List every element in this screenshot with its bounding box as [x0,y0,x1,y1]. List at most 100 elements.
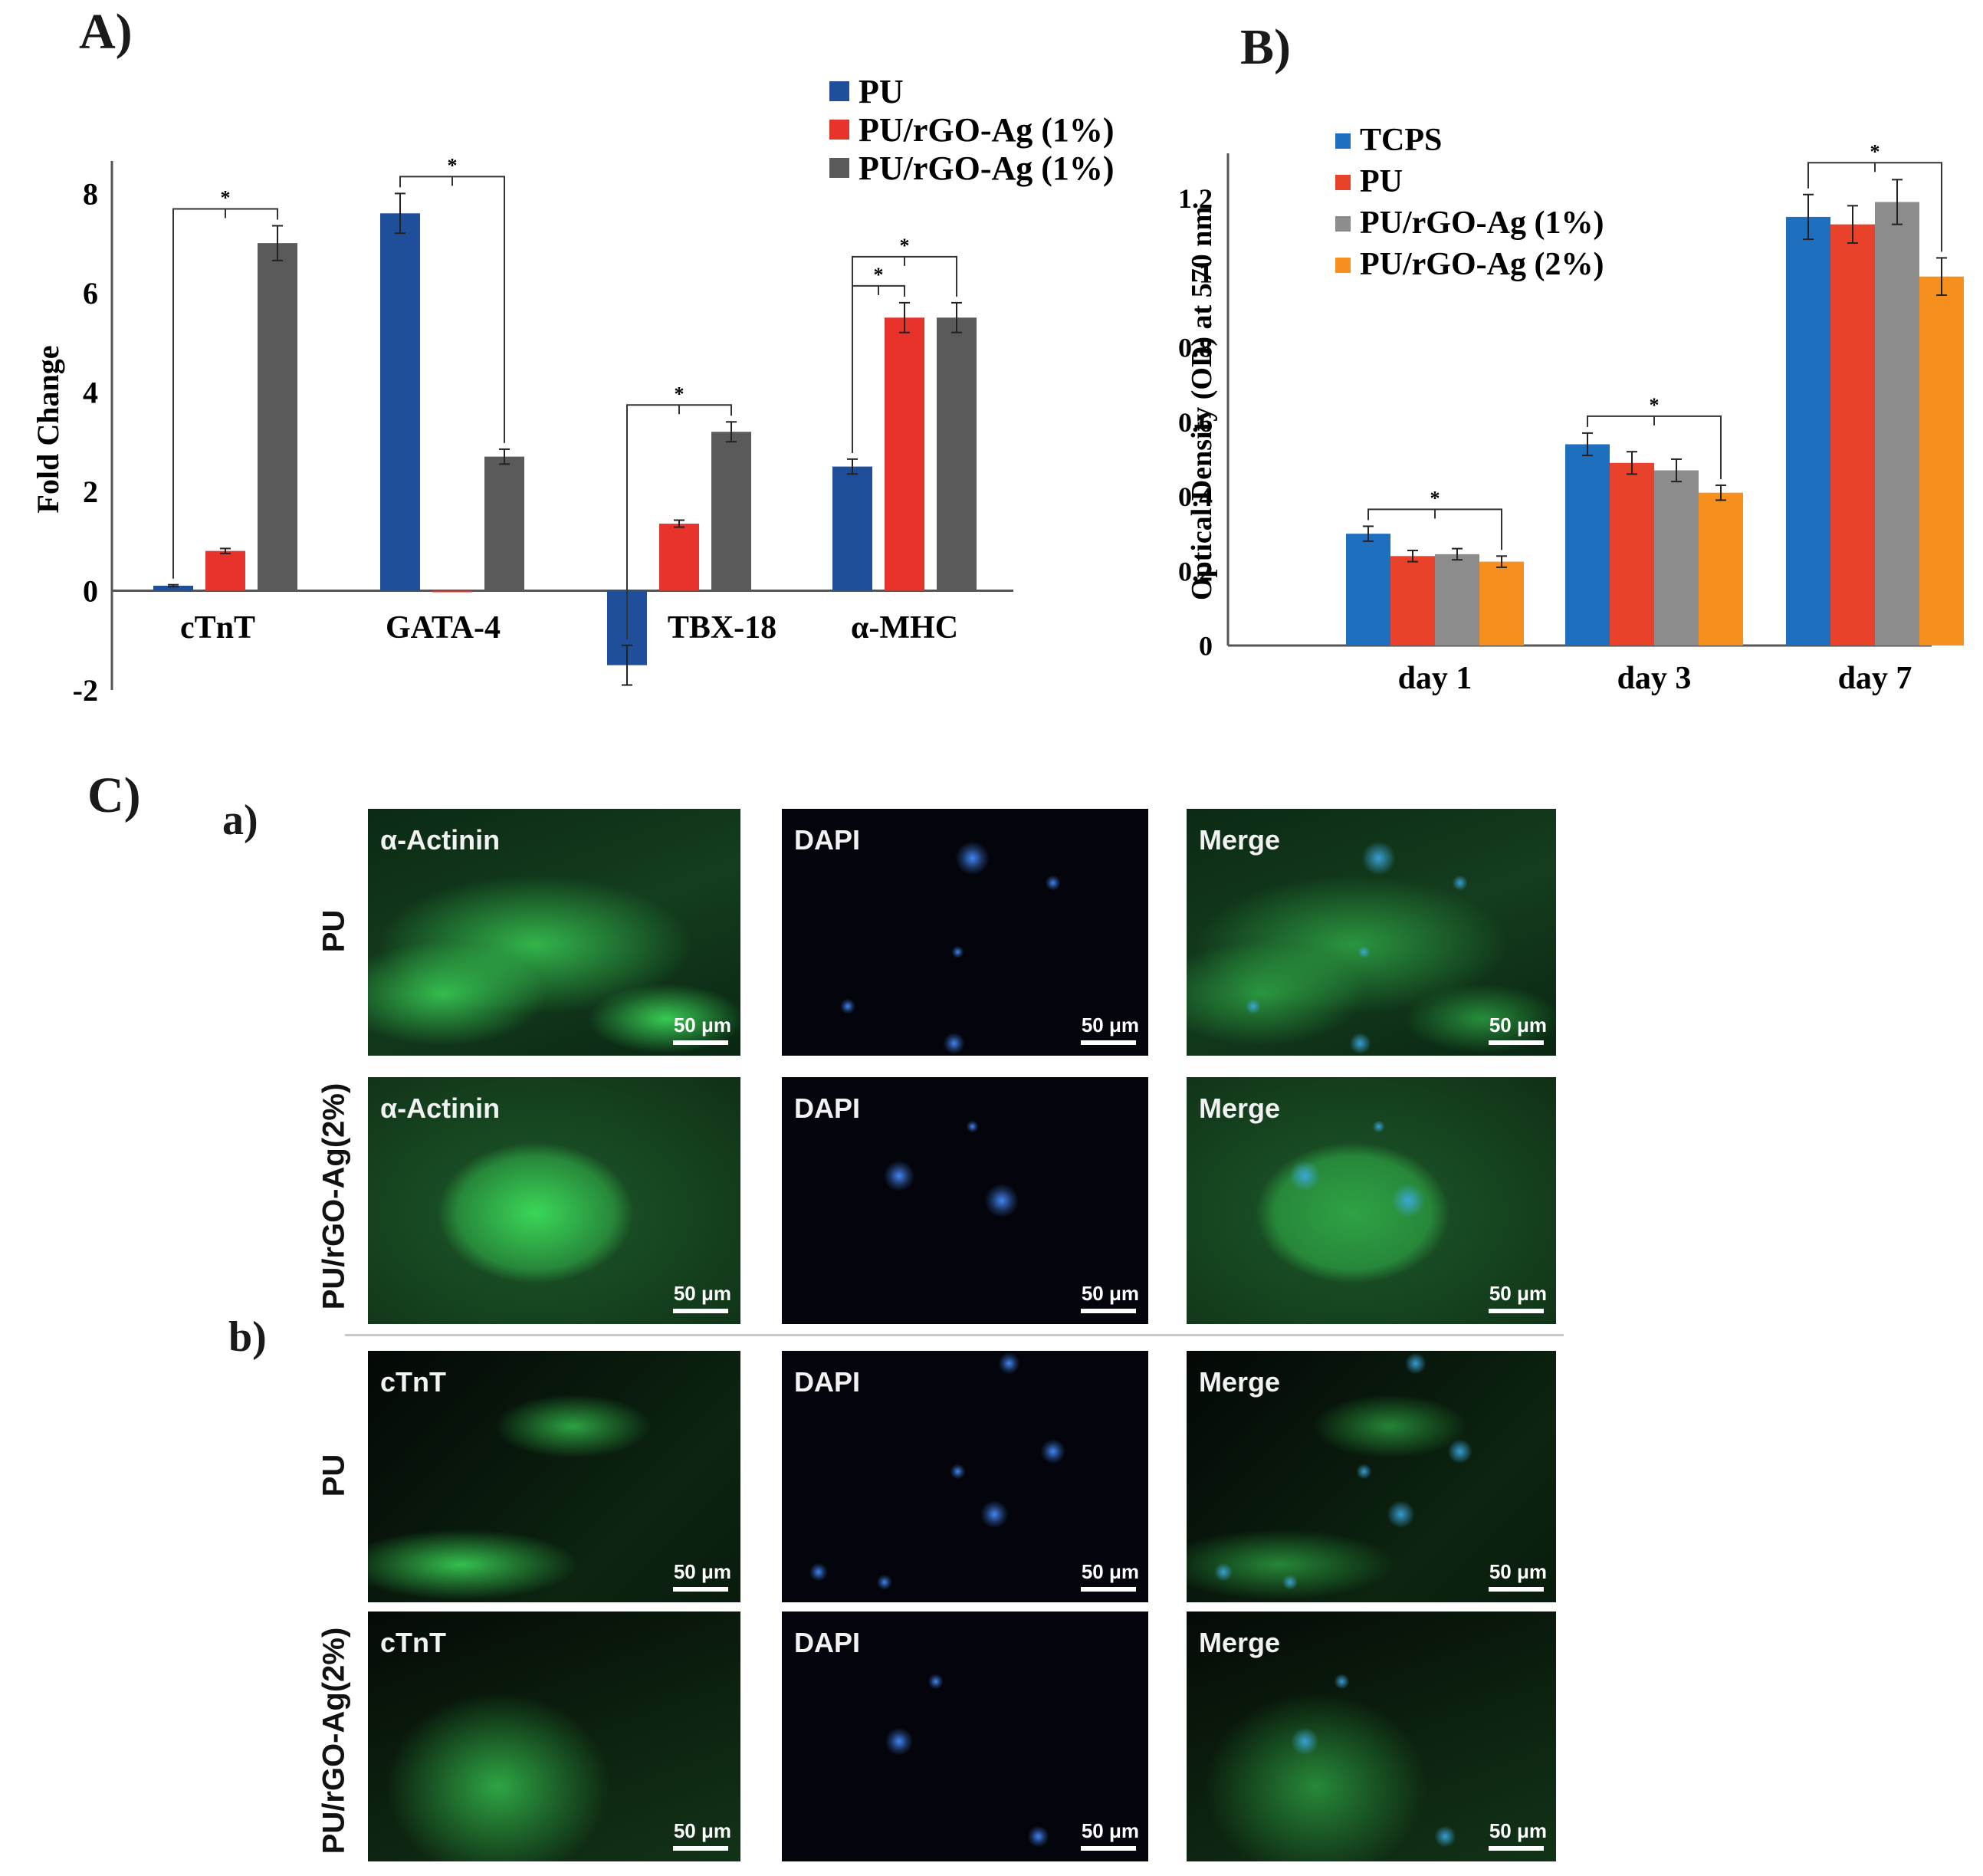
significance-star: * [1650,394,1660,416]
y-tick-label: 6 [83,276,98,310]
scale-bar-label: 50 μm [1081,1282,1139,1305]
y-tick-label: 4 [83,375,98,409]
micrograph-channel-label: Merge [1199,1092,1281,1124]
scale-bar [673,1846,728,1851]
bar [1654,470,1699,646]
legend-swatch [1335,216,1351,232]
micrograph-dapi: DAPI 50 μm [782,1351,1148,1602]
legend-label: TCPS [1360,123,1442,158]
micrograph-ctnt: cTnT 50 μm [368,1612,740,1861]
bar [153,586,193,591]
micrograph-row-label: PU [317,909,351,953]
significance-star: * [1430,487,1440,509]
legend-label: PU [859,73,904,110]
legend-label: PU/rGO-Ag (2%) [1360,247,1604,282]
legend-swatch [829,81,849,101]
bar [1610,462,1654,646]
micrograph-channel-label: Merge [1199,824,1281,856]
y-tick-label: 1.2 [1178,183,1213,214]
legend-swatch [1335,133,1351,149]
micrograph-dapi: DAPI 50 μm [782,1612,1148,1861]
sub-letter-b: b) [228,1313,267,1361]
section-divider [345,1334,1564,1336]
category-label: α-MHC [851,610,958,646]
legend-swatch [829,158,849,178]
scale-bar [673,1040,728,1045]
micrograph-channel-label: α-Actinin [380,1092,501,1124]
significance-star: * [874,264,884,286]
category-label: day 7 [1838,661,1912,696]
legend-label: PU [1360,164,1403,199]
bar [1786,216,1830,646]
scale-bar-label: 50 μm [1489,1282,1547,1305]
y-tick-label: 0 [83,573,98,608]
micrograph-row-label: PU [317,1454,351,1497]
micrograph-dapi: DAPI 50 μm [782,1077,1148,1324]
category-label: day 1 [1398,661,1472,696]
legend-label: PU/rGO-Ag (1%) [859,149,1115,187]
bar [659,524,699,591]
micrograph-channel-label: DAPI [794,1092,861,1124]
bar [937,317,977,591]
bar [885,317,924,591]
legend-label: PU/rGO-Ag (1%) [1360,205,1604,241]
y-tick-label: 8 [83,176,98,211]
y-tick-label: 0.4 [1178,481,1213,512]
y-tick-label: -2 [73,673,98,708]
micrograph-channel-label: DAPI [794,1627,861,1658]
y-axis-label: Fold Change [31,346,65,514]
category-label: cTnT [180,610,255,646]
chart-b-optical-density: Optical Density (OD) at 570 nm1.2 1 0.8 0.6… [1178,123,1964,696]
category-label: day 3 [1617,661,1692,696]
scale-bar [1081,1040,1136,1045]
bar [205,550,245,591]
scale-bar [1081,1587,1136,1592]
y-tick-label: 0.6 [1178,407,1213,438]
bar [1479,561,1524,646]
scale-bar [673,1309,728,1313]
micrograph-row-label: PU/rGO-Ag(2%) [317,1083,351,1310]
significance-star: * [1870,140,1880,163]
micrograph--actinin: α-Actinin 50 μm [368,1077,740,1324]
scale-bar [1489,1040,1544,1045]
micrograph-channel-label: DAPI [794,824,861,856]
bar [832,466,872,591]
scale-bar-label: 50 μm [1081,1819,1139,1842]
scale-bar [1489,1846,1544,1851]
micrograph-row-label: PU/rGO-Ag(2%) [317,1627,351,1855]
scale-bar [1081,1846,1136,1851]
panel-letter-b: B) [1240,19,1291,75]
category-label: TBX-18 [668,610,776,646]
y-tick-label: 0 [1199,631,1213,662]
y-tick-label: 1 [1199,258,1213,288]
bar [258,243,297,591]
legend-swatch [829,120,849,140]
scale-bar-label: 50 μm [673,1014,731,1037]
scale-bar [1489,1309,1544,1313]
bar [1875,202,1919,646]
micrograph-channel-label: α-Actinin [380,824,501,856]
scale-bar-label: 50 μm [1081,1014,1139,1037]
y-tick-label: 0.8 [1178,333,1213,363]
bar [432,590,472,593]
micrograph-channel-label: Merge [1199,1627,1281,1658]
y-tick-label: 0.2 [1178,556,1213,586]
significance-star: * [900,235,910,257]
micrograph-merge: Merge 50 μm [1187,809,1556,1056]
bar [1919,276,1964,646]
bar [1699,492,1743,646]
legend-label: PU/rGO-Ag (1%) [859,111,1115,149]
scale-bar-label: 50 μm [673,1282,731,1305]
bar [1346,534,1390,646]
bar [711,432,751,591]
bar [1390,556,1435,646]
micrograph--actinin: α-Actinin 50 μm [368,809,740,1056]
bar [1565,444,1610,646]
scale-bar-label: 50 μm [1489,1819,1547,1842]
micrograph-dapi: DAPI 50 μm [782,809,1148,1056]
scale-bar [673,1587,728,1592]
scale-bar [1489,1587,1544,1592]
bar [1435,554,1479,646]
y-tick-label: 2 [83,475,98,509]
micrograph-channel-label: Merge [1199,1366,1281,1398]
